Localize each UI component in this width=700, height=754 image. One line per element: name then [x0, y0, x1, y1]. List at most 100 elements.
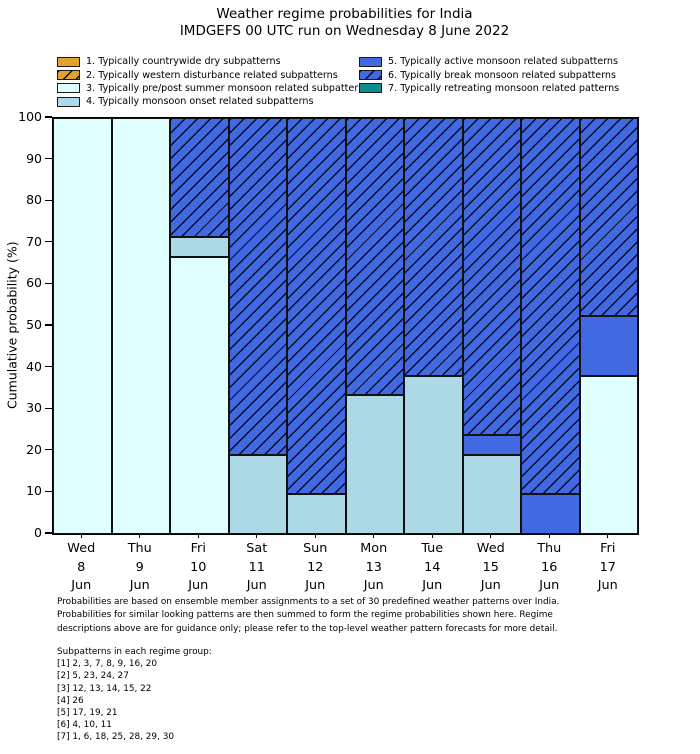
bar-Thu-16-Jun [521, 118, 580, 534]
bar-segment-regime-4 [228, 454, 287, 534]
legend-swatch-icon [359, 83, 382, 94]
bar-segment-regime-4 [345, 395, 404, 534]
x-tick-label-line: 16 [541, 559, 558, 575]
x-tick-label-Wed-15-Jun: Wed 15 Jun [462, 540, 521, 596]
x-tick-mark [490, 534, 492, 538]
footer-text-line: descriptions above are for guidance only… [57, 623, 558, 634]
bar-segment-regime-6 [287, 118, 346, 495]
legend-item-label: 2. Typically western disturbance related… [86, 69, 338, 81]
x-tick-label-Thu-16-Jun: Thu 16 Jun [520, 540, 579, 596]
y-tick-mark [45, 407, 52, 409]
x-tick-label-line: 17 [599, 559, 616, 575]
x-tick-mark [607, 534, 609, 538]
x-tick-label-line: 8 [77, 559, 86, 575]
legend-item-regime-1: 1. Typically countrywide dry subpatterns [57, 55, 369, 68]
y-tick-label-90: 90 [26, 150, 42, 166]
subpatterns-block: Subpatterns in each regime group: [1] 2,… [57, 646, 212, 744]
y-tick-mark [45, 116, 52, 118]
legend-column-right: 5. Typically active monsoon related subp… [359, 55, 619, 95]
x-tick-label-Wed-8-Jun: Wed 8 Jun [52, 540, 111, 596]
y-tick-label-80: 80 [26, 192, 42, 208]
bar-segment-regime-3 [111, 118, 170, 534]
x-tick-mark [197, 534, 199, 538]
x-tick-label-line: 9 [135, 559, 144, 575]
subpattern-line-4: [4] 26 [57, 695, 84, 706]
x-tick-label-line: Jun [363, 578, 384, 593]
bar-Wed-8-Jun [53, 118, 112, 534]
y-tick-mark [45, 282, 52, 284]
x-tick-label-line: 10 [190, 559, 207, 575]
x-tick-label-Fri-10-Jun: Fri 10 Jun [169, 540, 228, 596]
legend-item-label: 6. Typically break monsoon related subpa… [388, 69, 616, 81]
x-tick-mark [80, 534, 82, 538]
y-tick-label-70: 70 [26, 233, 42, 249]
y-tick-mark [45, 532, 52, 534]
x-tick-label-line: 11 [248, 559, 265, 575]
y-tick-mark [45, 449, 52, 451]
bar-segment-regime-4 [404, 375, 463, 534]
legend-item-regime-4: 4. Typically monsoon onset related subpa… [57, 95, 369, 108]
bar-Fri-17-Jun [579, 118, 638, 534]
subpattern-line-2: [2] 5, 23, 24, 27 [57, 671, 129, 682]
x-tick-label-line: 14 [424, 559, 441, 575]
legend-item-label: 1. Typically countrywide dry subpatterns [86, 56, 281, 68]
legend-column-left: 1. Typically countrywide dry subpatterns… [57, 55, 369, 109]
x-tick-label-line: Jun [480, 578, 501, 593]
bar-Sun-12-Jun [287, 118, 346, 534]
bar-segment-regime-4 [462, 454, 521, 534]
x-axis-tick-marks [52, 534, 637, 539]
bar-Sat-11-Jun [228, 118, 287, 534]
bar-segment-regime-6 [345, 118, 404, 396]
y-axis-tick-labels: 0 10 20 30 40 50 60 70 80 90 100 [0, 109, 42, 540]
bar-segment-regime-6 [521, 118, 580, 495]
legend-item-regime-3: 3. Typically pre/post summer monsoon rel… [57, 82, 369, 95]
x-tick-label-line: Wed [476, 541, 505, 556]
x-tick-label-line: 13 [365, 559, 382, 575]
bar-Wed-15-Jun [462, 118, 521, 534]
x-tick-label-line: Jun [246, 578, 267, 593]
x-tick-mark [139, 534, 141, 538]
legend-item-regime-5: 5. Typically active monsoon related subp… [359, 55, 619, 68]
y-tick-label-100: 100 [18, 109, 42, 124]
y-tick-mark [45, 324, 52, 326]
y-tick-label-20: 20 [26, 441, 42, 457]
x-tick-label-line: 15 [482, 559, 499, 575]
subpattern-line-1: [1] 2, 3, 7, 8, 9, 16, 20 [57, 659, 158, 670]
bar-segment-regime-6 [462, 118, 521, 435]
bar-segment-regime-4 [170, 236, 229, 257]
legend-item-label: 4. Typically monsoon onset related subpa… [86, 96, 314, 108]
x-tick-mark [548, 534, 550, 538]
x-tick-label-line: Wed [67, 541, 96, 556]
x-tick-mark [256, 534, 258, 538]
subpattern-line-5: [5] 17, 19, 21 [57, 708, 118, 719]
subpattern-line-6: [6] 4, 10, 11 [57, 720, 112, 731]
footer-text-line: Probabilities are based on ensemble memb… [57, 597, 560, 607]
x-tick-label-line: 12 [307, 559, 324, 575]
subpattern-line-7: [7] 1, 6, 18, 25, 28, 29, 30 [57, 732, 175, 743]
bar-segment-regime-5 [521, 494, 580, 534]
x-tick-label-line: Jun [129, 578, 150, 593]
x-tick-label-line: Jun [597, 578, 618, 593]
bar-segment-regime-6 [404, 118, 463, 376]
x-tick-label-line: Tue [421, 541, 444, 556]
bar-Thu-9-Jun [111, 118, 170, 534]
x-tick-label-Sat-11-Jun: Sat 11 Jun [228, 540, 287, 596]
bar-Tue-14-Jun [404, 118, 463, 534]
bar-segment-regime-4 [287, 494, 346, 534]
y-tick-label-0: 0 [34, 525, 42, 540]
x-tick-mark [314, 534, 316, 538]
x-tick-label-line: Thu [537, 541, 562, 556]
legend-item-label: 7. Typically retreating monsoon related … [388, 82, 620, 94]
subpatterns-title: Subpatterns in each regime group: [57, 647, 212, 657]
chart-title: Weather regime probabilities for India [216, 6, 473, 22]
x-tick-label-Mon-13-Jun: Mon 13 Jun [345, 540, 404, 596]
y-tick-label-60: 60 [26, 275, 42, 291]
footer-description: Probabilities are based on ensemble memb… [57, 596, 559, 636]
x-tick-label-line: Jun [422, 578, 443, 593]
x-tick-mark [431, 534, 433, 538]
x-tick-label-line: Jun [539, 578, 560, 593]
chart-plot-area [52, 117, 639, 535]
bar-segment-regime-5 [462, 435, 521, 455]
bar-segment-regime-6 [579, 118, 638, 317]
y-tick-mark [45, 241, 52, 243]
